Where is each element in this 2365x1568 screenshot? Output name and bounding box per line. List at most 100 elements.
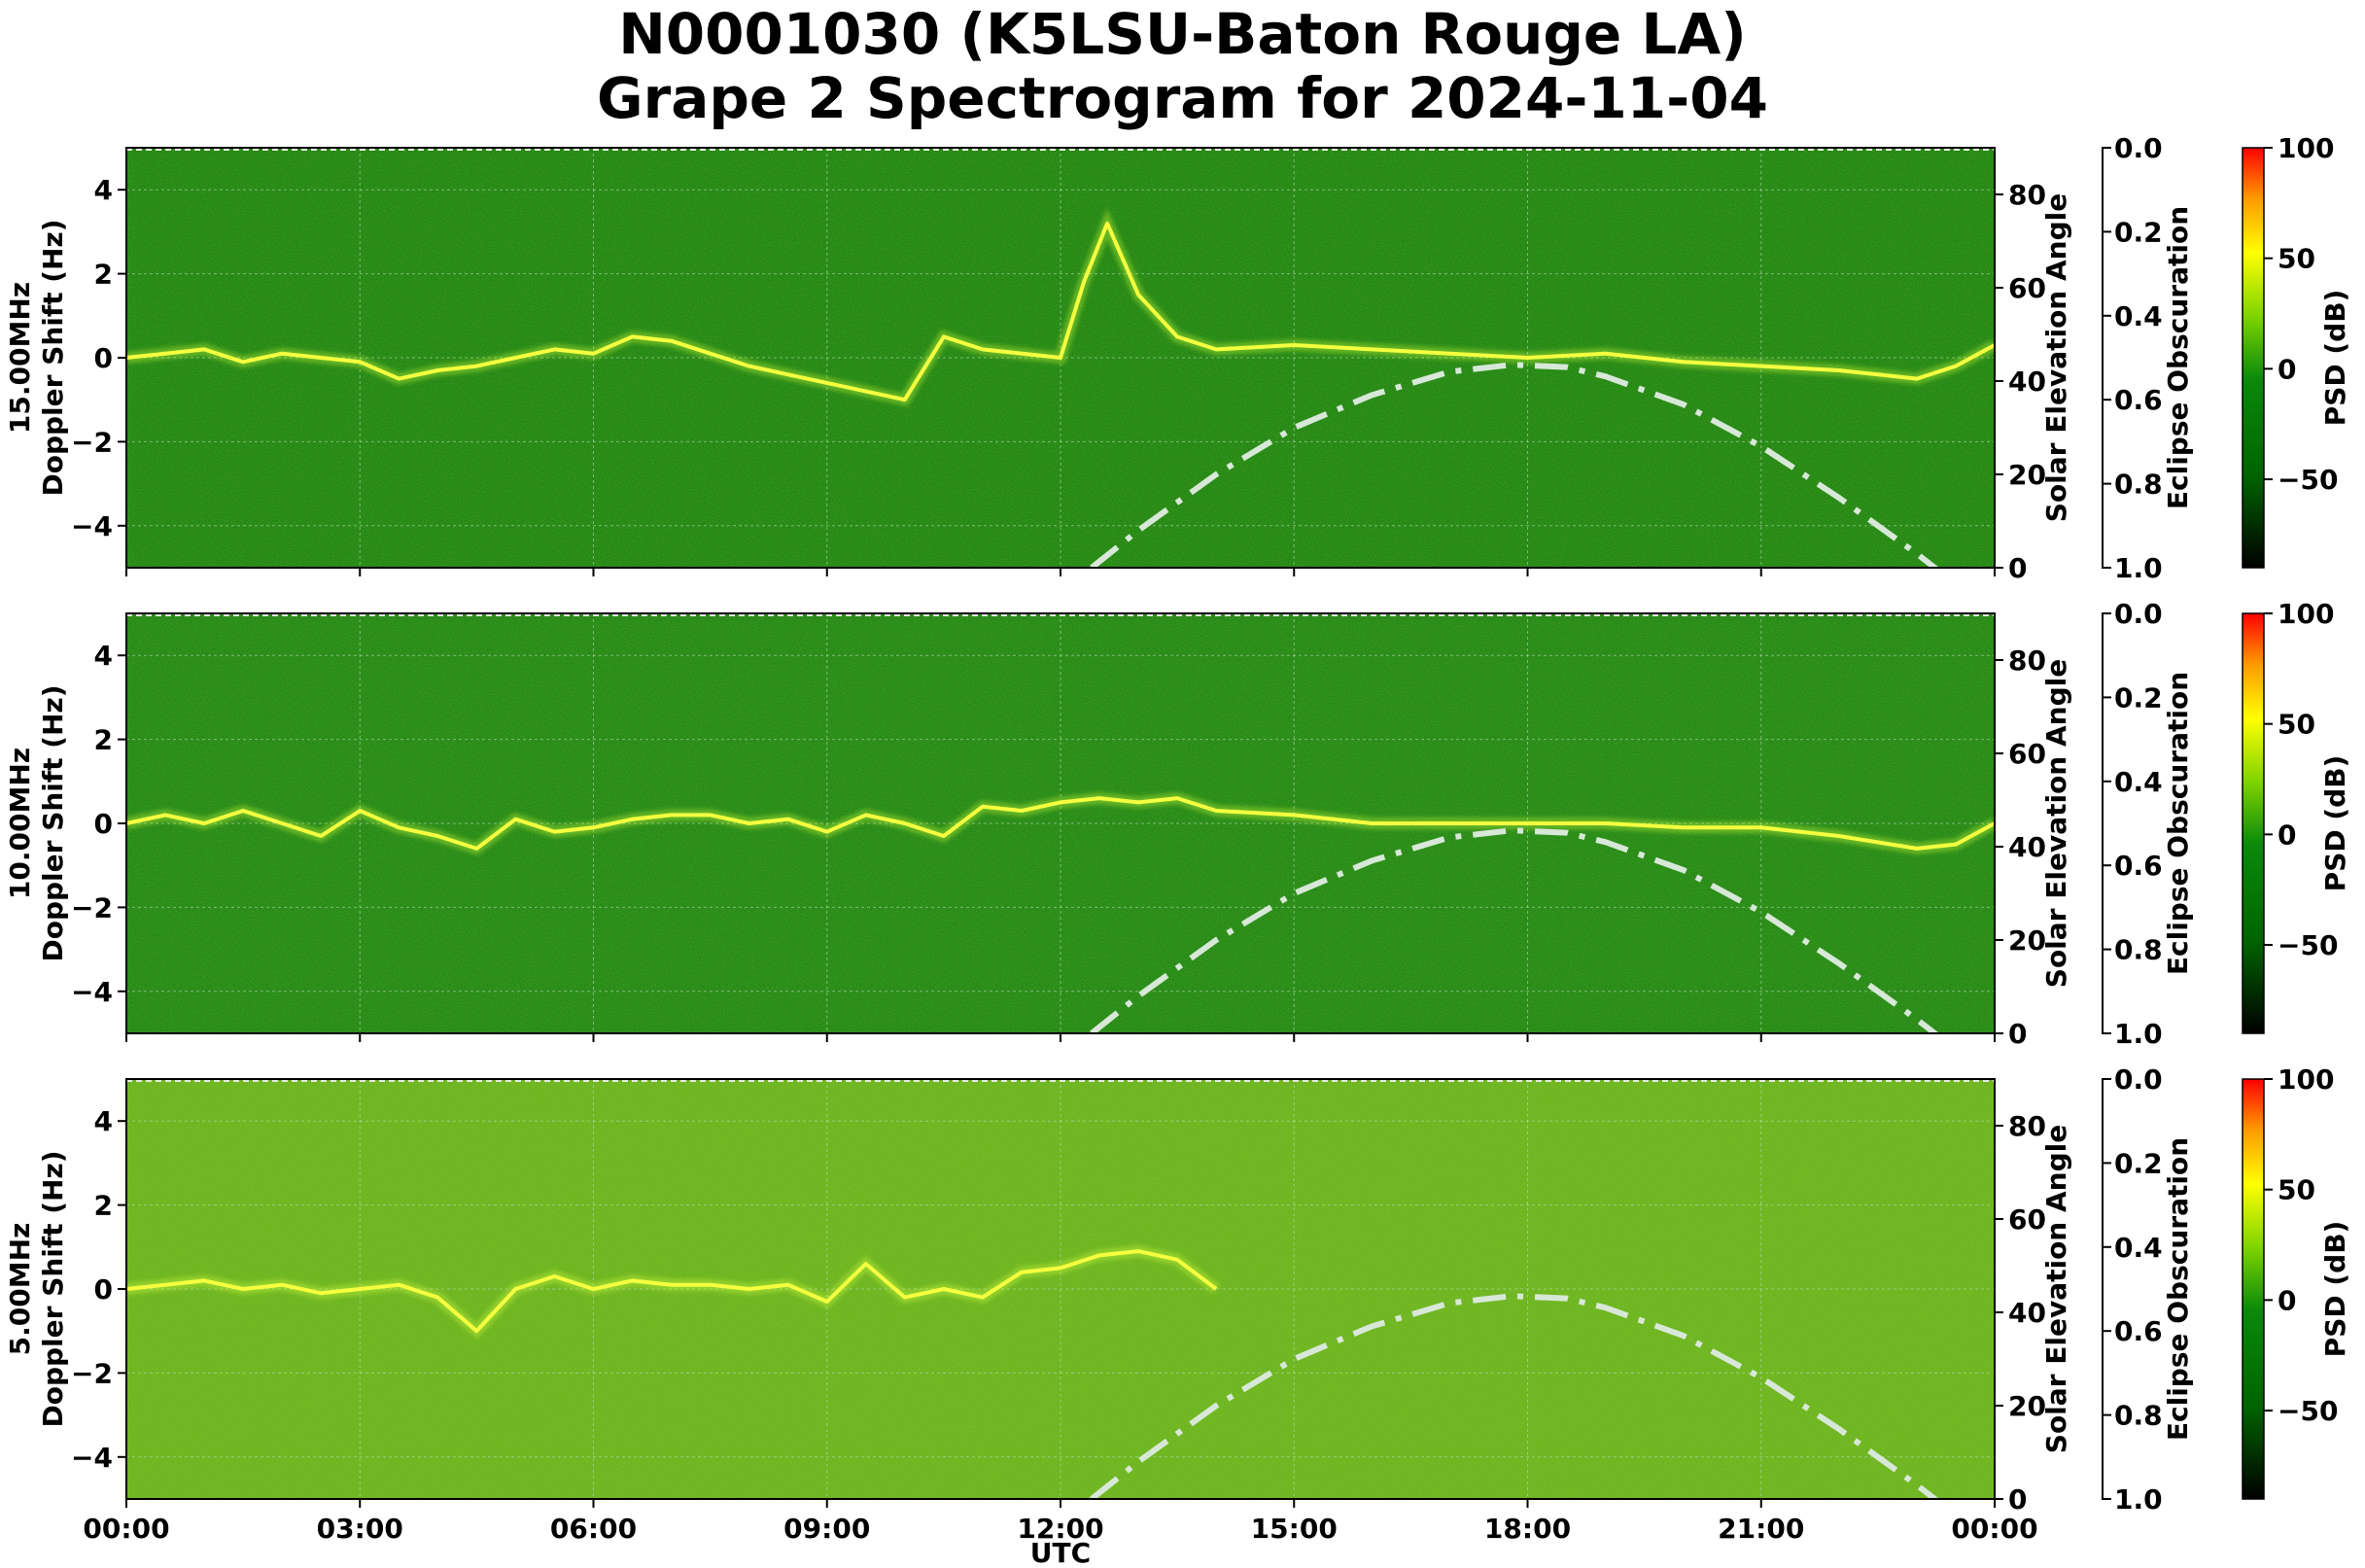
y-tick-label: −4 <box>71 976 113 1008</box>
colorbar-tick-label: 100 <box>2278 132 2334 164</box>
colorbar-tick-label: 100 <box>2278 1063 2334 1096</box>
panel-2: 420−2−410.00MHz Doppler Shift (Hz)8060402… <box>4 598 2351 1050</box>
panel-frequency-label: 10.00MHz <box>4 748 36 899</box>
eclipse-axis-label: Eclipse Obscuration <box>2162 206 2194 509</box>
y-tick-label: −2 <box>71 891 113 923</box>
eclipse-tick-label: 0.8 <box>2114 934 2163 966</box>
y-tick-label: −4 <box>71 1442 113 1474</box>
eclipse-tick-label: 0.2 <box>2114 216 2163 248</box>
colorbar-tick-label: −50 <box>2278 929 2338 961</box>
y-axis-label: Doppler Shift (Hz) <box>37 684 69 961</box>
y-tick-label: 2 <box>94 724 113 756</box>
eclipse-tick-label: 1.0 <box>2114 1483 2163 1516</box>
elevation-axis-label: Solar Elevation Angle <box>2040 1125 2072 1453</box>
eclipse-tick-label: 1.0 <box>2114 552 2163 584</box>
eclipse-tick-label: 0.4 <box>2114 1232 2163 1264</box>
colorbar-label: PSD (dB) <box>2319 1221 2351 1358</box>
eclipse-tick-label: 0.0 <box>2114 132 2163 164</box>
eclipse-tick-label: 0.8 <box>2114 469 2163 501</box>
eclipse-tick-label: 1.0 <box>2114 1018 2163 1050</box>
eclipse-tick-label: 0.6 <box>2114 1315 2163 1347</box>
eclipse-tick-label: 0.4 <box>2114 300 2163 332</box>
y-axis-label: Doppler Shift (Hz) <box>37 219 69 496</box>
y-tick-label: 4 <box>94 174 113 206</box>
elevation-tick-label: 20 <box>2008 924 2046 957</box>
y-tick-label: 0 <box>94 1273 113 1306</box>
eclipse-axis-label: Eclipse Obscuration <box>2162 672 2194 975</box>
eclipse-tick-label: 0.0 <box>2114 598 2163 630</box>
colorbar-tick-label: 0 <box>2278 353 2296 385</box>
elevation-tick-label: 80 <box>2008 1110 2046 1142</box>
x-tick-label: 00:00 <box>1951 1513 2037 1545</box>
panel-frequency-label: 15.00MHz <box>4 282 36 434</box>
elevation-tick-label: 60 <box>2008 1203 2046 1236</box>
y-tick-label: −4 <box>71 510 113 542</box>
y-tick-label: −2 <box>71 1357 113 1389</box>
colorbar <box>2242 147 2265 569</box>
x-tick-label: 15:00 <box>1251 1513 1338 1545</box>
elevation-tick-label: 80 <box>2008 645 2046 677</box>
elevation-tick-label: 0 <box>2008 1483 2027 1516</box>
x-tick-label: 12:00 <box>1017 1513 1103 1545</box>
x-tick-label: 18:00 <box>1484 1513 1571 1545</box>
colorbar-tick-label: −50 <box>2278 464 2338 496</box>
panel-3: 420−2−45.00MHz Doppler Shift (Hz)80604020… <box>4 1063 2351 1545</box>
x-tick-label: 09:00 <box>783 1513 870 1545</box>
elevation-tick-label: 60 <box>2008 738 2046 770</box>
y-tick-label: 2 <box>94 259 113 291</box>
y-tick-label: 0 <box>94 342 113 374</box>
colorbar-tick-label: 50 <box>2278 1174 2315 1206</box>
eclipse-tick-label: 0.2 <box>2114 1147 2163 1179</box>
elevation-tick-label: 60 <box>2008 272 2046 304</box>
colorbar-label: PSD (dB) <box>2319 755 2351 892</box>
x-axis-label: UTC <box>1030 1537 1091 1568</box>
colorbar-tick-label: 0 <box>2278 819 2296 851</box>
solar-elevation-curve <box>1090 362 1940 568</box>
doppler-trace <box>125 796 1996 851</box>
elevation-tick-label: 0 <box>2008 552 2027 584</box>
y-tick-label: −2 <box>71 426 113 458</box>
elevation-tick-label: 40 <box>2008 831 2046 863</box>
doppler-trace <box>125 1249 1218 1334</box>
solar-elevation-curve <box>1090 827 1940 1033</box>
elevation-axis-label: Solar Elevation Angle <box>2040 659 2072 988</box>
panel-1: 420−2−415.00MHz Doppler Shift (Hz)8060402… <box>4 132 2351 584</box>
y-tick-label: 4 <box>94 640 113 672</box>
elevation-tick-label: 20 <box>2008 1390 2046 1422</box>
eclipse-tick-label: 0.6 <box>2114 384 2163 416</box>
panel-frequency-label: 5.00MHz <box>4 1223 36 1356</box>
y-tick-label: 0 <box>94 808 113 840</box>
x-tick-label: 21:00 <box>1718 1513 1804 1545</box>
elevation-tick-label: 40 <box>2008 1297 2046 1329</box>
colorbar-tick-label: 0 <box>2278 1284 2296 1316</box>
colorbar-tick-label: 50 <box>2278 243 2315 275</box>
colorbar <box>2242 612 2265 1034</box>
eclipse-axis-label: Eclipse Obscuration <box>2162 1137 2194 1441</box>
elevation-tick-label: 40 <box>2008 366 2046 398</box>
eclipse-tick-label: 0.6 <box>2114 850 2163 882</box>
elevation-axis-label: Solar Elevation Angle <box>2040 193 2072 522</box>
x-tick-label: 03:00 <box>317 1513 403 1545</box>
colorbar-tick-label: −50 <box>2278 1395 2338 1427</box>
elevation-tick-label: 0 <box>2008 1018 2027 1050</box>
chart-title-line2: Grape 2 Spectrogram for 2024-11-04 <box>597 65 1768 131</box>
colorbar <box>2242 1078 2265 1500</box>
chart-title-line1: N0001030 (K5LSU-Baton Rouge LA) <box>618 1 1747 67</box>
x-tick-label: 06:00 <box>550 1513 637 1545</box>
solar-elevation-curve <box>1090 1293 1940 1499</box>
y-tick-label: 2 <box>94 1190 113 1222</box>
elevation-tick-label: 80 <box>2008 179 2046 211</box>
y-axis-label: Doppler Shift (Hz) <box>37 1150 69 1427</box>
elevation-tick-label: 20 <box>2008 459 2046 491</box>
colorbar-tick-label: 50 <box>2278 709 2315 741</box>
colorbar-tick-label: 100 <box>2278 598 2334 630</box>
eclipse-tick-label: 0.2 <box>2114 681 2163 714</box>
x-tick-label: 00:00 <box>83 1513 169 1545</box>
doppler-trace <box>125 221 1996 402</box>
eclipse-tick-label: 0.4 <box>2114 766 2163 798</box>
eclipse-tick-label: 0.0 <box>2114 1063 2163 1096</box>
colorbar-label: PSD (dB) <box>2319 290 2351 427</box>
eclipse-tick-label: 0.8 <box>2114 1400 2163 1432</box>
y-tick-label: 4 <box>94 1105 113 1137</box>
